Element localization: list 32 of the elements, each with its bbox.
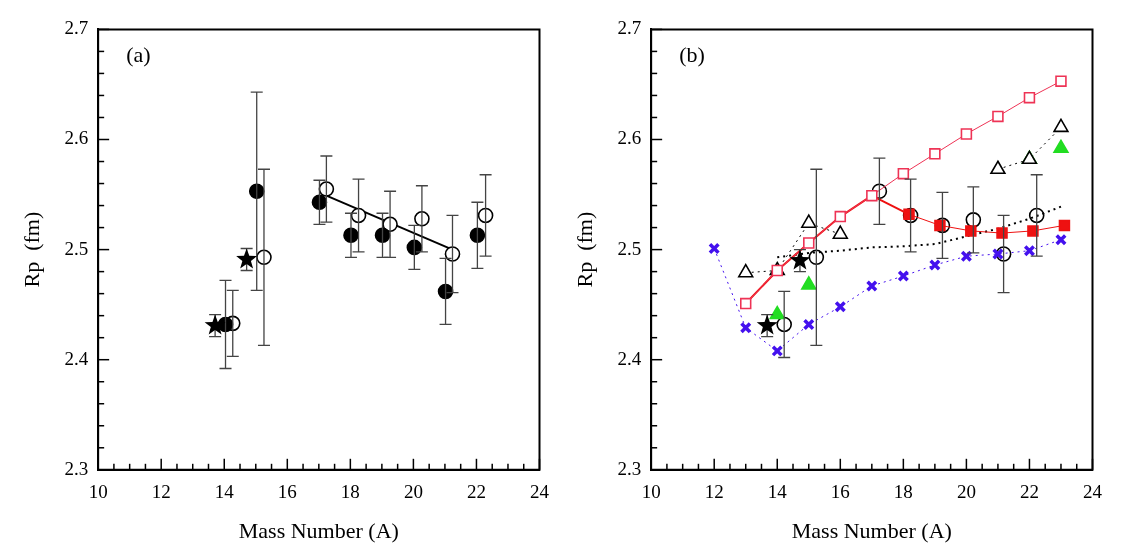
- x-tick-label: 18: [893, 481, 913, 503]
- x-tick-label: 20: [956, 481, 976, 503]
- x-tick-label: 16: [277, 481, 297, 503]
- y-tick-label: 2.4: [617, 347, 642, 369]
- y-tick-label: 2.7: [64, 17, 89, 39]
- x-tick-label: 18: [340, 481, 360, 503]
- y-axis-title: Rp (fm): [571, 211, 597, 288]
- x-axis-title: Mass Number (A): [791, 517, 952, 543]
- annotation: (a): [126, 42, 151, 68]
- y-tick-label: 2.5: [64, 237, 89, 259]
- x-tick-label: 16: [830, 481, 850, 503]
- x-tick-label: 14: [214, 481, 235, 503]
- x-tick-label: 10: [88, 481, 108, 503]
- x-tick-label: 22: [466, 481, 486, 503]
- x-tick-label: 24: [1083, 481, 1103, 503]
- y-tick-label: 2.6: [617, 127, 642, 149]
- annotation: (b): [679, 42, 705, 68]
- x-tick-label: 14: [767, 481, 788, 503]
- y-tick-label: 2.7: [617, 17, 642, 39]
- x-tick-label: 12: [704, 481, 724, 503]
- y-axis-title: Rp (fm): [18, 211, 44, 288]
- y-tick-label: 2.3: [64, 457, 89, 479]
- y-tick-label: 2.6: [64, 127, 89, 149]
- y-tick-label: 2.3: [617, 457, 642, 479]
- y-tick-label: 2.4: [64, 347, 89, 369]
- x-axis-title: Mass Number (A): [238, 517, 399, 543]
- x-tick-label: 24: [530, 481, 550, 503]
- x-tick-label: 12: [151, 481, 171, 503]
- y-tick-label: 2.5: [617, 237, 642, 259]
- x-tick-label: 22: [1019, 481, 1039, 503]
- x-tick-label: 20: [403, 481, 423, 503]
- x-tick-label: 10: [641, 481, 661, 503]
